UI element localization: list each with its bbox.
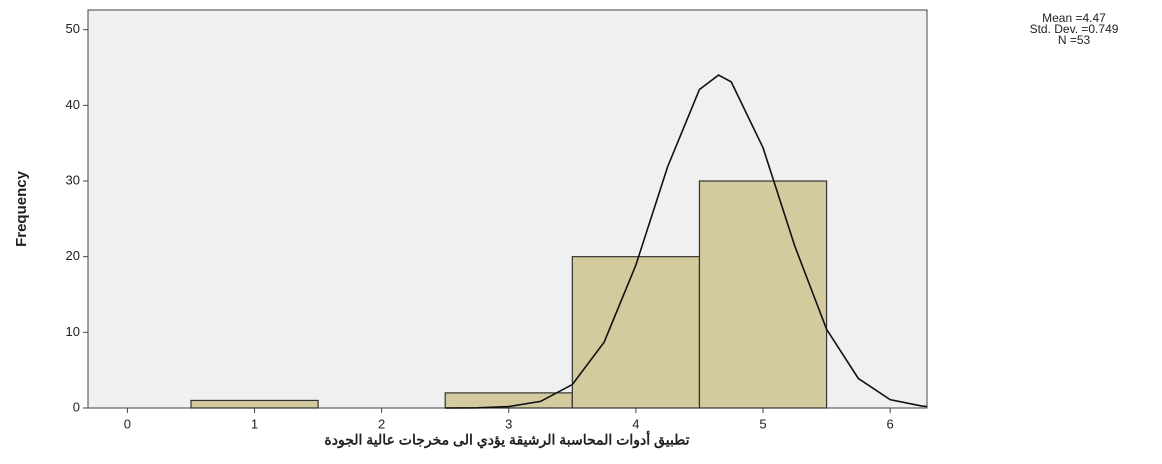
- normal-curve: [445, 74, 928, 409]
- x-tick-label: 0: [124, 416, 131, 431]
- x-tick-label: 1: [251, 416, 258, 431]
- bar: [190, 399, 319, 409]
- x-tick-label: 6: [887, 416, 894, 431]
- bar: [571, 256, 701, 409]
- y-tick-label: 40: [66, 97, 80, 112]
- y-tick-label: 50: [66, 21, 80, 36]
- x-tick-label: 2: [378, 416, 385, 431]
- x-tick-label: 3: [505, 416, 512, 431]
- stat-label: N =53: [1058, 33, 1091, 47]
- y-tick-label: 10: [66, 324, 80, 339]
- x-axis-label: تطبيق أدوات المحاسبة الرشيقة يؤدي الى مخ…: [324, 430, 689, 449]
- y-tick-label: 20: [66, 248, 80, 263]
- x-tick-label: 4: [632, 416, 639, 431]
- bar: [698, 180, 828, 409]
- y-axis-label: Frequency: [13, 170, 30, 247]
- stat-label: Mean =4.47: [1042, 11, 1106, 25]
- y-tick-label: 0: [73, 399, 80, 414]
- x-tick-label: 5: [759, 416, 766, 431]
- stat-label: Std. Dev. =0.749: [1030, 22, 1119, 36]
- y-tick-label: 30: [66, 172, 80, 187]
